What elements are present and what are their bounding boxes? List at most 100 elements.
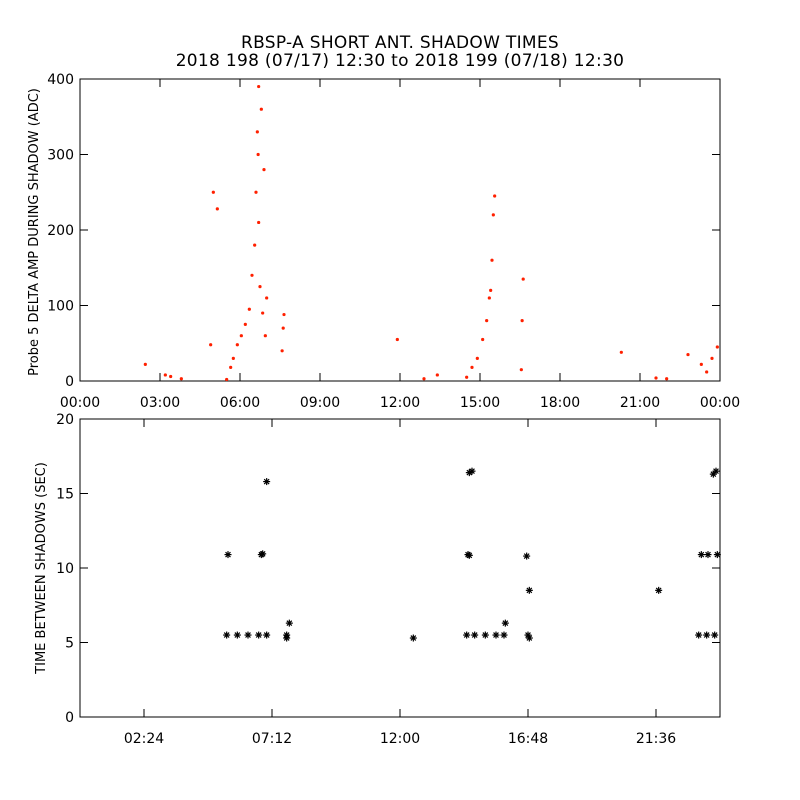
- top-data-point: [255, 130, 259, 134]
- top-x-tick-label: 18:00: [540, 395, 580, 411]
- bottom-data-point: [501, 619, 509, 627]
- top-data-point: [282, 312, 286, 317]
- top-data-point: [481, 337, 485, 342]
- chart-title: RBSP-A SHORT ANT. SHADOW TIMES: [241, 33, 559, 53]
- bottom-data-point: [263, 631, 271, 639]
- bottom-data-point: [711, 631, 719, 639]
- top-data-point: [665, 377, 669, 381]
- bottom-data-point: [471, 631, 479, 639]
- top-x-tick-label: 15:00: [460, 395, 500, 411]
- top-data-point: [465, 375, 469, 379]
- top-data-point: [179, 377, 183, 381]
- bottom-x-tick-label: 16:48: [508, 731, 548, 747]
- top-y-tick-label: 200: [47, 223, 74, 239]
- top-y-tick-label: 0: [65, 374, 74, 390]
- bottom-data-point: [481, 631, 489, 639]
- top-data-point: [265, 296, 269, 300]
- bottom-x-tick-label: 02:24: [124, 731, 164, 747]
- bottom-data-point: [233, 631, 241, 639]
- top-data-point: [231, 356, 235, 360]
- bottom-x-tick-label: 07:12: [252, 731, 292, 747]
- bottom-data-point: [655, 586, 663, 594]
- top-data-point: [280, 349, 284, 353]
- top-points: [143, 84, 719, 382]
- top-data-point: [435, 373, 439, 377]
- top-data-point: [254, 190, 258, 194]
- top-data-point: [470, 365, 474, 370]
- bottom-data-point: [703, 631, 711, 639]
- top-data-point: [235, 343, 239, 347]
- top-data-point: [520, 319, 524, 323]
- bottom-data-point: [255, 631, 263, 639]
- bottom-data-point: [223, 631, 231, 639]
- top-data-point: [256, 152, 260, 157]
- bottom-y-tick-label: 15: [56, 487, 74, 503]
- bottom-x-tick-label: 12:00: [380, 731, 420, 747]
- top-data-point: [491, 213, 495, 217]
- top-data-point: [250, 273, 254, 277]
- top-data-point: [281, 326, 285, 330]
- top-data-point: [686, 352, 690, 357]
- bottom-data-point: [712, 467, 720, 475]
- top-data-point: [259, 107, 263, 111]
- top-x-tick-label: 12:00: [380, 395, 420, 411]
- bottom-y-tick-label: 5: [65, 636, 74, 652]
- top-data-point: [705, 370, 709, 374]
- bottom-data-point: [409, 634, 417, 642]
- top-x-ticks: 00:00 03:00 06:00 09:00 12:00 15:00 18:00 21:00…: [60, 79, 740, 411]
- bottom-data-point: [525, 586, 533, 594]
- top-data-point: [654, 376, 658, 380]
- top-data-point: [229, 365, 233, 370]
- bottom-y-tick-label: 20: [56, 412, 74, 428]
- top-data-point: [489, 288, 493, 292]
- top-y-ticks: 0 100 200 300 400: [47, 72, 720, 390]
- top-data-point: [715, 345, 719, 349]
- top-data-point: [209, 343, 213, 347]
- top-data-point: [253, 243, 257, 247]
- top-x-tick-label: 00:00: [60, 395, 100, 411]
- bottom-data-point: [463, 631, 471, 639]
- top-data-point: [521, 277, 525, 281]
- top-y-tick-label: 400: [47, 72, 74, 88]
- top-data-point: [225, 377, 229, 382]
- top-data-point: [169, 374, 173, 379]
- bottom-data-point: [713, 551, 721, 559]
- top-y-axis-label: Probe 5 DELTA AMP DURING SHADOW (ADC): [27, 88, 42, 376]
- bottom-y-axis-label: TIME BETWEEN SHADOWS (SEC): [34, 462, 49, 675]
- top-x-tick-label: 21:00: [620, 395, 660, 411]
- top-data-point: [475, 356, 479, 360]
- bottom-data-point: [244, 631, 252, 639]
- bottom-points: [223, 467, 721, 642]
- top-x-tick-label: 03:00: [140, 395, 180, 411]
- bottom-data-point: [263, 478, 271, 486]
- bottom-data-point: [259, 550, 267, 558]
- top-data-point: [257, 220, 261, 225]
- bottom-plot-frame: [79, 418, 721, 718]
- bottom-data-point: [285, 619, 293, 627]
- bottom-data-point: [704, 551, 712, 559]
- top-data-point: [262, 168, 266, 172]
- top-data-point: [395, 337, 399, 342]
- top-data-point: [710, 356, 714, 360]
- top-data-point: [215, 207, 219, 211]
- bottom-data-point: [697, 551, 705, 559]
- bottom-x-tick-label: 21:36: [636, 731, 676, 747]
- top-data-point: [257, 84, 261, 89]
- top-y-tick-label: 300: [47, 148, 74, 164]
- bottom-data-point: [283, 634, 291, 642]
- bottom-data-point: [695, 631, 703, 639]
- top-x-tick-label: 06:00: [220, 395, 260, 411]
- top-data-point: [247, 307, 251, 311]
- top-data-point: [263, 334, 267, 338]
- top-data-point: [619, 350, 623, 354]
- top-data-point: [258, 285, 262, 289]
- top-data-point: [143, 362, 147, 366]
- bottom-data-point: [468, 467, 476, 475]
- bottom-y-tick-label: 0: [65, 710, 74, 726]
- top-plot-frame: [79, 78, 721, 382]
- bottom-x-ticks: 02:24 07:12 12:00 16:48 21:36: [124, 419, 676, 747]
- top-x-tick-label: 09:00: [300, 395, 340, 411]
- top-data-point: [163, 373, 167, 377]
- bottom-y-tick-label: 10: [56, 561, 74, 577]
